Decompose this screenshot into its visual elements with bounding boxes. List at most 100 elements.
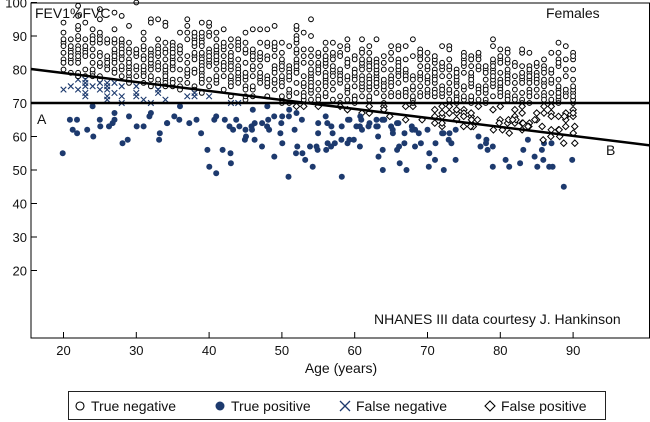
true-negative-point [169,66,176,73]
true-negative-point [293,46,300,53]
false-negative-point [133,83,140,90]
true-positive-point [227,150,234,157]
true-negative-point [388,56,395,63]
true-positive-point [279,140,286,147]
true-negative-point [424,63,431,69]
true-positive-point [375,153,382,160]
y-tick-label: 90 [13,29,27,44]
true-negative-point [461,59,467,66]
false-negative-point [184,93,191,100]
true-negative-point [417,76,424,83]
true-negative-point [482,63,489,69]
true-negative-point [220,63,227,69]
true-negative-point [504,49,511,56]
true-negative-point [512,80,518,86]
y-tick-label: 70 [13,96,27,111]
true-positive-point [291,126,298,133]
true-negative-point [315,49,322,56]
true-negative-point [264,39,271,46]
true-negative-point [417,56,424,63]
true-negative-point [439,43,446,49]
true-positive-point [293,110,300,116]
true-negative-point [315,96,322,103]
true-negative-point [395,80,402,86]
true-negative-point [184,23,191,29]
true-negative-point [104,66,111,73]
true-negative-point [562,56,569,63]
true-negative-point [395,46,402,53]
true-positive-point [307,143,313,150]
true-negative-point [512,96,518,103]
true-positive-point [84,126,91,133]
false-positive-point [474,102,483,111]
true-negative-point [286,73,293,80]
true-positive-point [484,146,491,153]
true-negative-point [162,49,169,56]
true-positive-point [426,150,433,157]
true-negative-point [468,69,475,76]
true-negative-point [439,73,446,80]
true-negative-point [315,86,322,93]
x-tick-label: 90 [566,343,580,358]
true-positive-point [569,156,576,163]
true-negative-point [97,59,103,66]
true-negative-point [118,63,125,69]
true-positive-point [74,116,80,123]
true-negative-point [475,49,482,56]
true-positive-point [425,163,432,170]
true-negative-point [249,83,256,90]
true-negative-point [351,83,358,90]
true-positive-point [293,150,299,157]
true-positive-point [164,120,171,127]
true-negative-point [562,66,569,73]
false-positive-point [540,102,548,111]
true-negative-point [184,59,191,66]
true-negative-point [395,73,402,80]
true-negative-point [446,73,453,80]
true-negative-point [351,76,358,83]
true-negative-point [468,93,475,100]
true-negative-point [97,29,103,36]
true-negative-point [293,63,300,69]
false-positive-point [508,115,517,124]
true-negative-point [453,69,460,76]
true-negative-point [279,93,285,100]
true-positive-point [251,136,258,143]
true-positive-point [294,143,301,150]
false-positive-point [570,122,579,131]
true-negative-point [300,53,307,59]
x-tick-label: 30 [129,343,143,358]
false-positive-point [489,105,497,114]
true-negative-point [322,39,329,46]
true-positive-point [69,126,76,133]
true-negative-point [402,76,409,83]
true-negative-point [402,56,409,63]
true-negative-point [533,59,540,66]
y-tick-label: 100 [5,0,27,11]
true-negative-point [388,43,395,49]
true-positive-point [344,140,351,147]
true-negative-point [388,49,395,56]
true-positive-point [331,140,338,147]
true-negative-point [257,39,264,46]
true-negative-point [148,46,154,53]
false-positive-point [510,105,519,114]
true-negative-point [541,69,547,76]
true-negative-point [388,83,395,90]
true-positive-point [412,143,418,150]
true-negative-point [206,83,213,90]
false-positive-point [385,112,394,121]
true-negative-point [89,53,96,59]
true-negative-point [570,76,576,83]
true-positive-point [379,146,386,153]
false-negative-point [140,96,147,103]
true-negative-point [475,90,482,96]
true-positive-point [338,173,345,180]
true-negative-point [308,83,314,90]
false-positive-point [459,122,468,131]
true-negative-point [235,56,242,63]
true-negative-point [373,63,380,69]
true-negative-point [322,46,329,53]
true-positive-point [324,120,331,127]
